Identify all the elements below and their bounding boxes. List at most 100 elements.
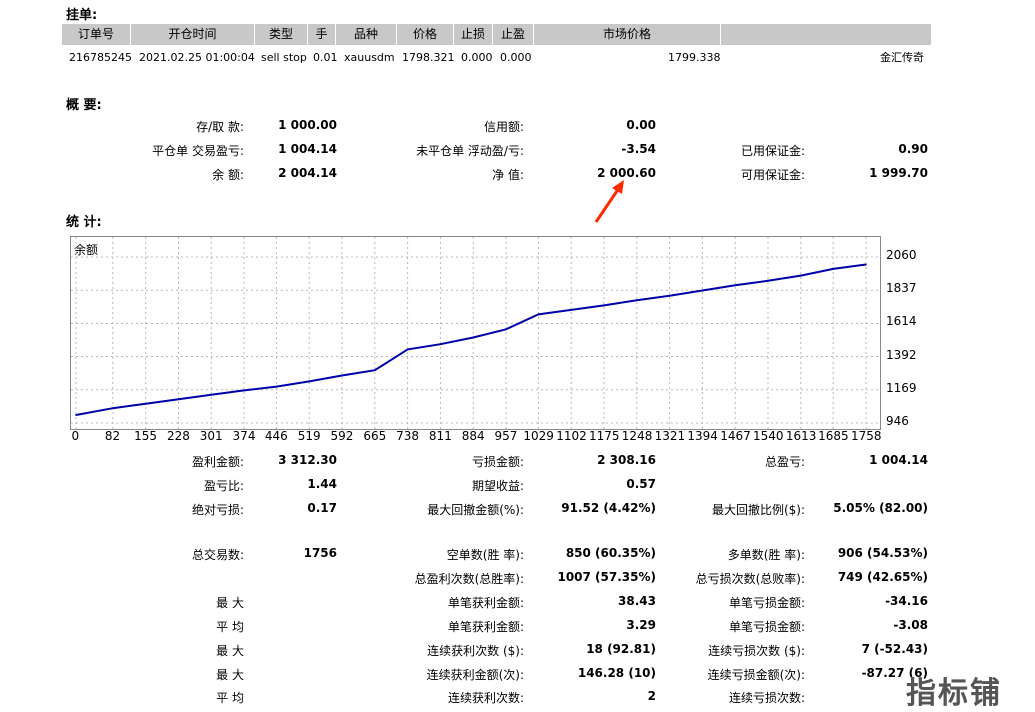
watermark-logo: 指标铺	[906, 676, 1002, 711]
balance-chart: 余额	[70, 236, 881, 430]
deposit-value: 1 000.00	[278, 118, 337, 132]
max-consec-losses-label: 连续亏损次数 ($):	[708, 644, 805, 658]
x-tick-label: 738	[396, 429, 420, 443]
avg-profit-value: 3.29	[626, 618, 656, 632]
max-consec-wins-value: 18 (92.81)	[586, 642, 656, 656]
chart-title: 余额	[74, 243, 99, 257]
order-price: 1798.321	[402, 51, 455, 64]
y-tick-label: 1392	[886, 347, 917, 362]
balance-data-point	[635, 299, 638, 302]
loss-trades-value: 749 (42.65%)	[837, 570, 928, 584]
balance-data-point	[75, 414, 77, 416]
floating-pl-value: -3.54	[621, 142, 656, 156]
col-type[interactable]: 类型	[255, 24, 308, 45]
balance-data-point	[374, 369, 376, 372]
credit-value: 0.00	[626, 118, 656, 132]
balance-series-line	[75, 263, 867, 416]
y-tick-label: 2060	[886, 248, 917, 262]
col-ticket[interactable]: 订单号	[62, 24, 131, 45]
margin-used-label: 已用保证金:	[740, 144, 805, 158]
y-tick-label: 1169	[886, 380, 917, 395]
max-consec-amount-row-label: 最 大	[216, 668, 244, 682]
deposit-label: 存/取 款:	[196, 120, 244, 134]
loss-trades-label: 总亏损次数(总败率):	[695, 572, 805, 586]
gross-profit-label: 盈利金额:	[191, 455, 244, 469]
col-symbol[interactable]: 品种	[336, 24, 397, 45]
annotation-arrow-icon	[594, 180, 624, 223]
balance-data-point	[832, 268, 834, 270]
order-sl: 0.000	[461, 51, 493, 64]
free-margin-value: 1 999.70	[869, 166, 928, 180]
x-tick-label: 82	[104, 429, 121, 443]
balance-data-point	[144, 402, 147, 405]
x-tick-label: 1175	[588, 429, 620, 443]
col-lots[interactable]: 手	[308, 24, 336, 45]
order-tp: 0.000	[500, 51, 532, 64]
balance-data-point	[439, 343, 442, 345]
largest-row-label: 最 大	[216, 596, 244, 610]
x-tick-label: 1321	[654, 429, 686, 443]
gross-loss-value: 2 308.16	[597, 453, 656, 467]
col-open-time[interactable]: 开仓时间	[131, 24, 255, 45]
max-consec-losses-value: 7 (-52.43)	[861, 642, 928, 656]
x-tick-label: 1248	[621, 429, 653, 443]
balance-data-point	[570, 309, 572, 311]
balance-data-point	[406, 348, 409, 351]
stats-title: 统 计:	[66, 215, 102, 230]
x-tick-label: 155	[134, 429, 158, 443]
avg-consec-row-label: 平 均	[216, 691, 244, 705]
credit-label: 信用额:	[483, 120, 524, 134]
balance-data-point	[767, 280, 769, 282]
profit-factor-label: 盈亏比:	[203, 479, 244, 493]
col-sl[interactable]: 止损	[454, 24, 493, 45]
gross-loss-label: 亏损金额:	[471, 455, 524, 469]
avg-consec-wins-value: 2	[647, 689, 656, 703]
max-drawdown-label: 最大回撤金额(%):	[427, 503, 524, 517]
col-market-price[interactable]: 市场价格	[534, 24, 721, 45]
avg-loss-label: 单笔亏损金额:	[728, 620, 805, 634]
max-consec-profit-value: 146.28 (10)	[577, 666, 656, 680]
balance-data-point	[701, 289, 704, 292]
balance-data-point	[603, 304, 605, 307]
orders-table-header: 订单号 开仓时间 类型 手 品种 价格 止损 止盈 市场价格	[62, 24, 931, 45]
rel-drawdown-label: 最大回撤比例($):	[711, 503, 805, 517]
total-trades-value: 1756	[303, 546, 337, 560]
orders-title: 挂单:	[66, 8, 98, 23]
x-tick-label: 884	[461, 429, 485, 443]
order-open-time: 2021.02.25 01:00:04	[139, 51, 255, 64]
avg-consec-wins-label: 连续获利次数:	[447, 691, 524, 705]
x-tick-label: 1394	[687, 429, 718, 443]
x-tick-label: 811	[428, 429, 452, 443]
col-comment[interactable]	[721, 24, 931, 45]
col-tp[interactable]: 止盈	[493, 24, 534, 45]
balance-data-point	[505, 328, 507, 331]
avg-loss-value: -3.08	[893, 618, 928, 632]
order-symbol: xauusdm	[344, 51, 395, 64]
abs-drawdown-value: 0.17	[307, 501, 337, 515]
equity-label: 净 值:	[492, 168, 524, 182]
margin-used-value: 0.90	[898, 142, 928, 156]
max-consec-wins-label: 连续获利次数 ($):	[427, 644, 524, 658]
balance-data-point	[734, 284, 737, 287]
col-price[interactable]: 价格	[397, 24, 454, 45]
summary-title: 概 要:	[66, 98, 102, 113]
x-tick-label: 0	[71, 429, 80, 443]
total-pl-label: 总盈亏:	[764, 455, 805, 469]
balance-chart-plot	[71, 237, 880, 429]
largest-profit-value: 38.43	[618, 594, 656, 608]
balance-data-point	[243, 389, 245, 392]
balance-data-point	[210, 394, 213, 396]
y-tick-label: 946	[886, 414, 909, 428]
y-tick-label: 1837	[886, 281, 917, 296]
balance-data-point	[537, 313, 540, 316]
x-tick-label: 665	[363, 429, 387, 443]
gross-profit-value: 3 312.30	[278, 453, 337, 467]
table-row[interactable]: 216785245 2021.02.25 01:00:04 sell stop …	[62, 48, 931, 68]
x-tick-label: 1029	[523, 429, 554, 443]
max-consec-loss-label: 连续亏损金额(次):	[707, 668, 805, 682]
abs-drawdown-label: 绝对亏损:	[191, 503, 244, 517]
x-tick-label: 446	[264, 429, 288, 443]
max-consec-loss-value: -87.27 (6)	[861, 666, 928, 680]
order-type: sell stop	[261, 51, 307, 64]
balance-label: 余 额:	[212, 168, 244, 182]
